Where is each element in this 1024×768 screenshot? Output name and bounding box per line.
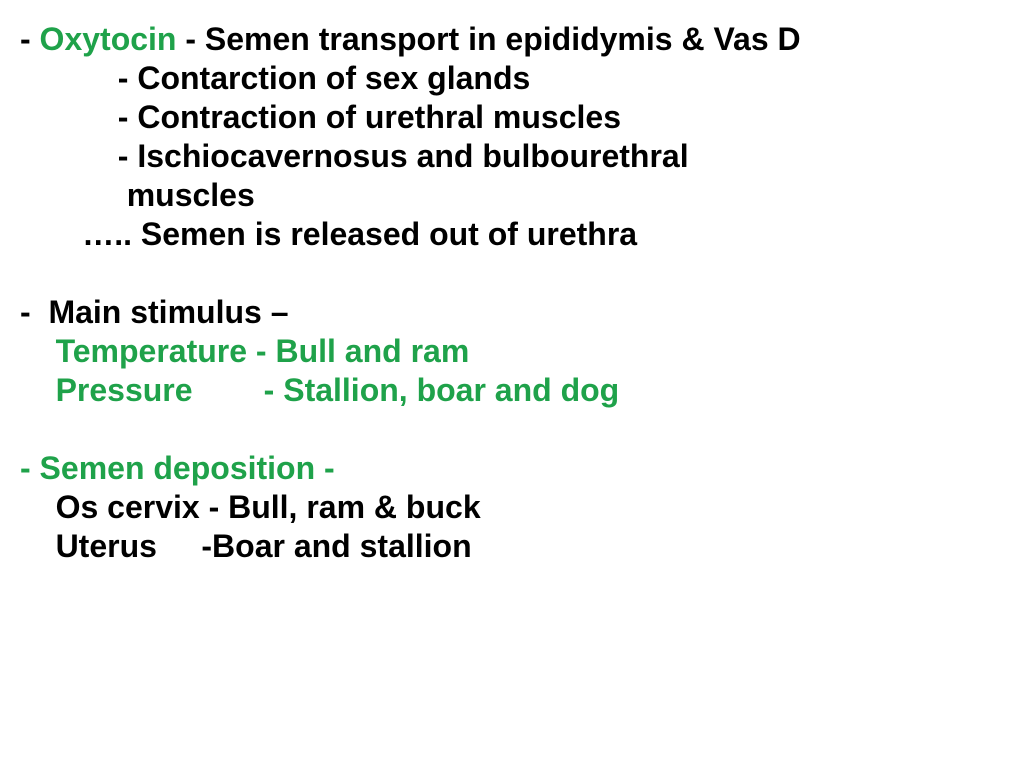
- text-line: Pressure - Stallion, boar and dog: [20, 371, 1004, 410]
- text-segment: - Semen deposition -: [20, 450, 335, 486]
- text-segment: Os cervix - Bull, ram & buck: [56, 489, 481, 525]
- text-line: [20, 254, 1004, 293]
- text-line: Temperature - Bull and ram: [20, 332, 1004, 371]
- text-segment: - Main stimulus –: [20, 294, 288, 330]
- text-line: muscles: [20, 176, 1004, 215]
- text-segment: Temperature - Bull and ram: [56, 333, 470, 369]
- text-segment: muscles: [127, 177, 255, 213]
- text-line: - Main stimulus –: [20, 293, 1004, 332]
- text-line: - Oxytocin - Semen transport in epididym…: [20, 20, 1004, 59]
- text-segment: - Ischiocavernosus and bulbourethral: [118, 138, 689, 174]
- text-line: - Contraction of urethral muscles: [20, 98, 1004, 137]
- text-line: ….. Semen is released out of urethra: [20, 215, 1004, 254]
- text-line: [20, 410, 1004, 449]
- text-line: Os cervix - Bull, ram & buck: [20, 488, 1004, 527]
- text-segment: ….. Semen is released out of urethra: [82, 216, 637, 252]
- text-segment: Pressure - Stallion, boar and dog: [56, 372, 620, 408]
- text-line: - Contarction of sex glands: [20, 59, 1004, 98]
- text-segment: Oxytocin: [40, 21, 186, 57]
- text-line: - Ischiocavernosus and bulbourethral: [20, 137, 1004, 176]
- text-segment: Uterus -Boar and stallion: [56, 528, 472, 564]
- text-line: - Semen deposition -: [20, 449, 1004, 488]
- text-line: Uterus -Boar and stallion: [20, 527, 1004, 566]
- text-segment: - Contraction of urethral muscles: [118, 99, 621, 135]
- slide-content: - Oxytocin - Semen transport in epididym…: [0, 0, 1024, 566]
- text-segment: - Contarction of sex glands: [118, 60, 530, 96]
- text-segment: -: [20, 21, 40, 57]
- text-segment: - Semen transport in epididymis & Vas D: [185, 21, 800, 57]
